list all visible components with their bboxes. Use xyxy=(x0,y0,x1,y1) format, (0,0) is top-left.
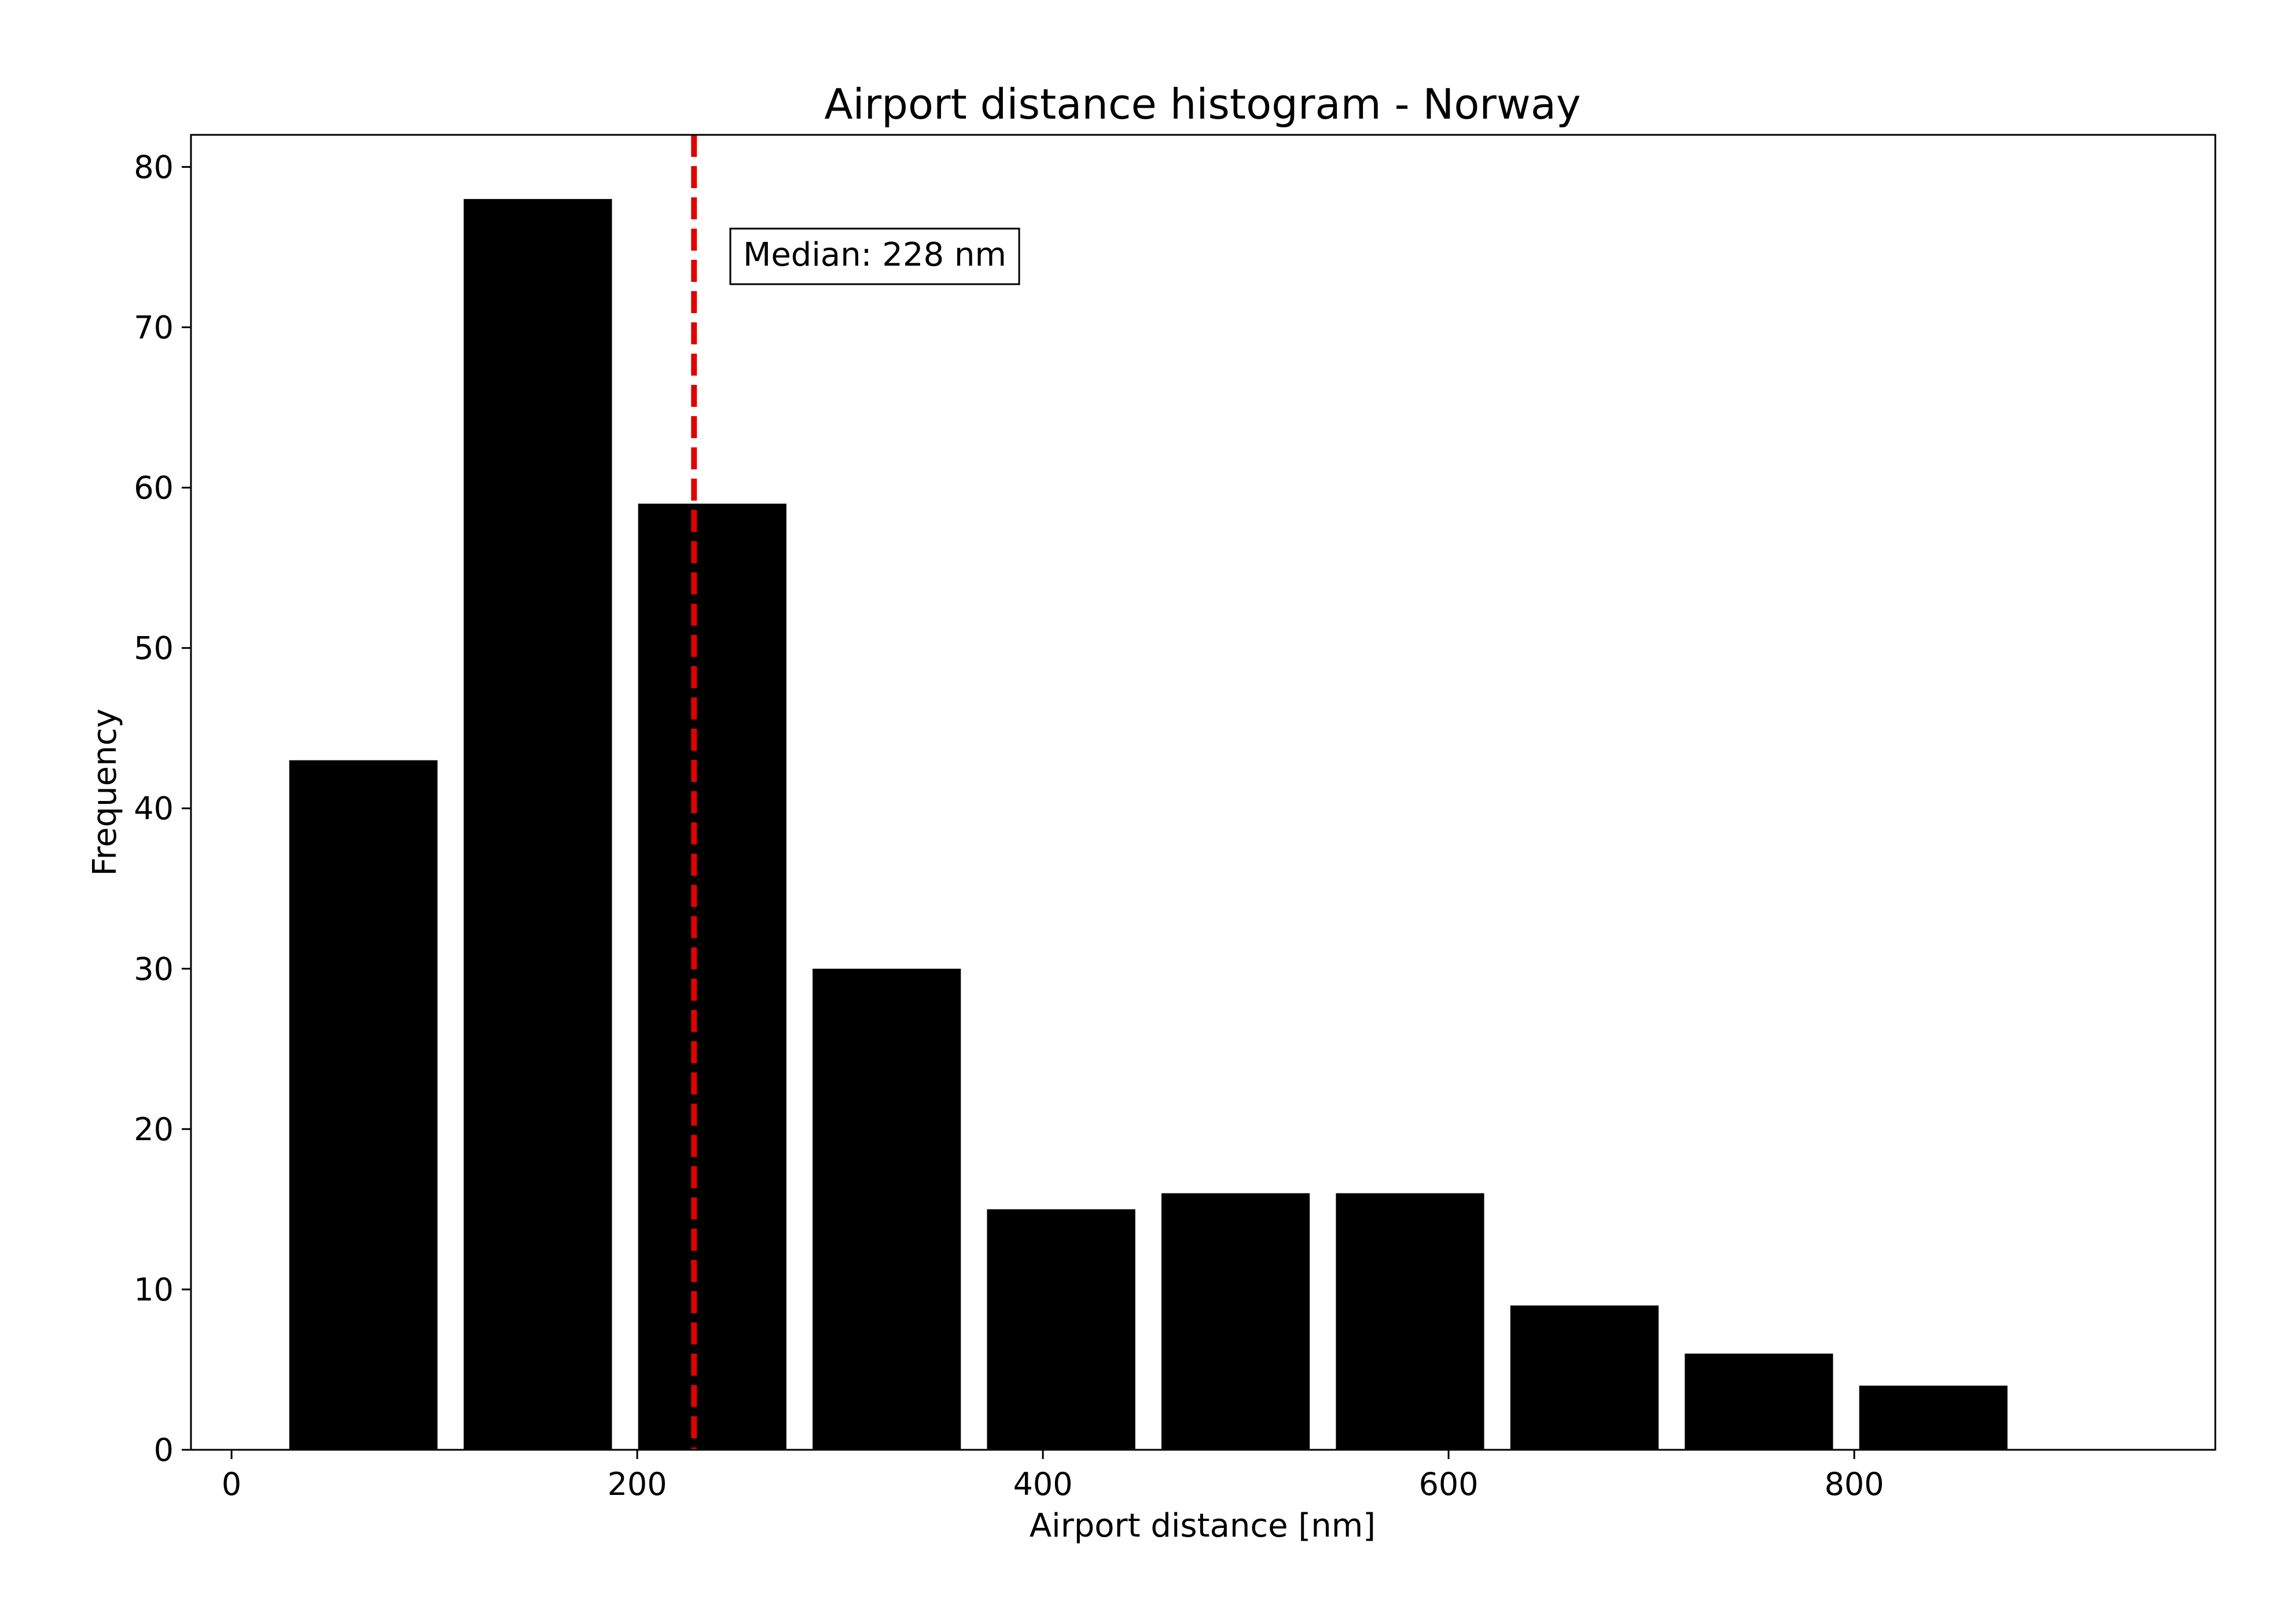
x-axis-label: Airport distance [nm] xyxy=(1030,1507,1376,1545)
plot-frame xyxy=(190,134,2216,1451)
x-axis-ticks: 0 200 400 600 800 xyxy=(222,1450,1884,1502)
y-tick-label-60: 60 xyxy=(134,470,174,506)
chart-title: Airport distance histogram - Norway xyxy=(824,80,1580,128)
histogram-bar-4 xyxy=(813,968,961,1450)
median-annotation-box xyxy=(729,227,1020,285)
histogram-bar-3 xyxy=(638,504,786,1450)
histogram-bar-2 xyxy=(464,199,612,1450)
histogram-bar-7 xyxy=(1336,1193,1484,1450)
histogram-bar-6 xyxy=(1161,1193,1310,1450)
median-annotation: Median: 228 nm xyxy=(729,227,1020,285)
x-tick-label-400: 400 xyxy=(1013,1466,1073,1502)
histogram-bar-5 xyxy=(987,1209,1135,1450)
histogram-bar-9 xyxy=(1685,1353,1833,1450)
y-tick-label-40: 40 xyxy=(134,791,174,827)
median-annotation-label: Median: 228 nm xyxy=(743,236,1006,274)
y-axis-ticks: 0 10 20 30 40 50 60 70 80 xyxy=(134,149,191,1468)
x-tick-label-800: 800 xyxy=(1825,1466,1884,1502)
histogram-bar-8 xyxy=(1510,1305,1659,1450)
y-tick-label-10: 10 xyxy=(134,1272,174,1308)
x-tick-label-200: 200 xyxy=(608,1466,667,1502)
y-tick-label-80: 80 xyxy=(134,149,174,185)
y-axis-label: Frequency xyxy=(86,708,124,876)
bars-group xyxy=(289,199,2008,1450)
y-tick-label-0: 0 xyxy=(154,1432,174,1468)
x-tick-label-600: 600 xyxy=(1419,1466,1479,1502)
y-tick-label-70: 70 xyxy=(134,309,174,346)
x-tick-label-0: 0 xyxy=(222,1466,241,1502)
y-tick-label-30: 30 xyxy=(134,951,174,987)
histogram-bar-1 xyxy=(289,760,438,1450)
histogram-bar-10 xyxy=(1859,1386,2008,1450)
y-tick-label-50: 50 xyxy=(134,630,174,667)
y-tick-label-20: 20 xyxy=(134,1111,174,1148)
